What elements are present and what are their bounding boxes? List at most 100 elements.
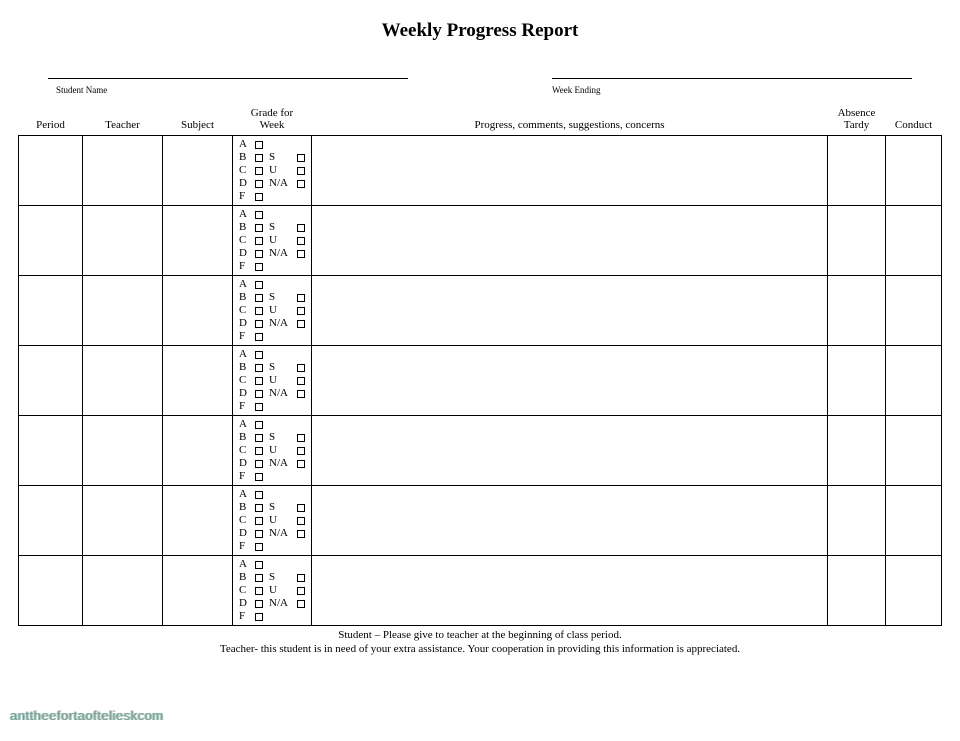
checkbox-icon[interactable] [255, 421, 263, 429]
cell-progress[interactable] [312, 346, 828, 416]
cell-period[interactable] [19, 136, 83, 206]
cell-subject[interactable] [163, 556, 233, 626]
cell-progress[interactable] [312, 206, 828, 276]
cell-period[interactable] [19, 416, 83, 486]
checkbox-icon[interactable] [297, 224, 305, 232]
cell-period[interactable] [19, 556, 83, 626]
checkbox-icon[interactable] [255, 473, 263, 481]
checkbox-icon[interactable] [255, 333, 263, 341]
checkbox-icon[interactable] [255, 237, 263, 245]
checkbox-icon[interactable] [297, 434, 305, 442]
checkbox-icon[interactable] [255, 263, 263, 271]
checkbox-icon[interactable] [255, 574, 263, 582]
checkbox-icon[interactable] [255, 351, 263, 359]
cell-absence[interactable] [828, 346, 886, 416]
checkbox-icon[interactable] [297, 390, 305, 398]
checkbox-icon[interactable] [255, 390, 263, 398]
cell-conduct[interactable] [886, 486, 942, 556]
checkbox-icon[interactable] [255, 587, 263, 595]
cell-teacher[interactable] [83, 276, 163, 346]
checkbox-icon[interactable] [255, 307, 263, 315]
checkbox-icon[interactable] [255, 543, 263, 551]
checkbox-icon[interactable] [297, 307, 305, 315]
checkbox-icon[interactable] [297, 517, 305, 525]
cell-progress[interactable] [312, 486, 828, 556]
checkbox-icon[interactable] [297, 364, 305, 372]
student-name-line[interactable] [48, 64, 408, 79]
cell-subject[interactable] [163, 416, 233, 486]
checkbox-icon[interactable] [255, 447, 263, 455]
cell-teacher[interactable] [83, 486, 163, 556]
cell-subject[interactable] [163, 486, 233, 556]
checkbox-icon[interactable] [255, 434, 263, 442]
cell-conduct[interactable] [886, 416, 942, 486]
checkbox-icon[interactable] [255, 294, 263, 302]
cell-period[interactable] [19, 486, 83, 556]
checkbox-icon[interactable] [255, 561, 263, 569]
checkbox-icon[interactable] [297, 377, 305, 385]
cell-progress[interactable] [312, 556, 828, 626]
checkbox-icon[interactable] [255, 364, 263, 372]
checkbox-icon[interactable] [297, 294, 305, 302]
checkbox-icon[interactable] [255, 491, 263, 499]
cell-progress[interactable] [312, 276, 828, 346]
checkbox-icon[interactable] [297, 460, 305, 468]
checkbox-icon[interactable] [255, 281, 263, 289]
checkbox-icon[interactable] [255, 250, 263, 258]
cell-subject[interactable] [163, 346, 233, 416]
checkbox-icon[interactable] [297, 154, 305, 162]
checkbox-icon[interactable] [255, 193, 263, 201]
cell-teacher[interactable] [83, 346, 163, 416]
checkbox-icon[interactable] [255, 167, 263, 175]
cell-absence[interactable] [828, 136, 886, 206]
checkbox-icon[interactable] [297, 180, 305, 188]
cell-conduct[interactable] [886, 276, 942, 346]
cell-subject[interactable] [163, 136, 233, 206]
cell-conduct[interactable] [886, 136, 942, 206]
checkbox-icon[interactable] [297, 600, 305, 608]
cell-teacher[interactable] [83, 206, 163, 276]
checkbox-icon[interactable] [255, 460, 263, 468]
cell-progress[interactable] [312, 136, 828, 206]
checkbox-icon[interactable] [255, 154, 263, 162]
cell-conduct[interactable] [886, 556, 942, 626]
checkbox-icon[interactable] [255, 530, 263, 538]
checkbox-icon[interactable] [255, 180, 263, 188]
checkbox-icon[interactable] [297, 574, 305, 582]
cell-progress[interactable] [312, 416, 828, 486]
cell-teacher[interactable] [83, 136, 163, 206]
cell-absence[interactable] [828, 416, 886, 486]
checkbox-icon[interactable] [297, 167, 305, 175]
cell-teacher[interactable] [83, 556, 163, 626]
cell-absence[interactable] [828, 486, 886, 556]
checkbox-icon[interactable] [297, 530, 305, 538]
cell-subject[interactable] [163, 206, 233, 276]
checkbox-icon[interactable] [255, 517, 263, 525]
cell-teacher[interactable] [83, 416, 163, 486]
checkbox-icon[interactable] [255, 320, 263, 328]
cell-conduct[interactable] [886, 206, 942, 276]
checkbox-icon[interactable] [255, 613, 263, 621]
checkbox-icon[interactable] [297, 250, 305, 258]
cell-absence[interactable] [828, 556, 886, 626]
cell-subject[interactable] [163, 276, 233, 346]
checkbox-icon[interactable] [297, 587, 305, 595]
cell-period[interactable] [19, 206, 83, 276]
cell-period[interactable] [19, 346, 83, 416]
checkbox-icon[interactable] [297, 447, 305, 455]
checkbox-icon[interactable] [255, 504, 263, 512]
checkbox-icon[interactable] [297, 237, 305, 245]
checkbox-icon[interactable] [255, 211, 263, 219]
checkbox-icon[interactable] [255, 403, 263, 411]
checkbox-icon[interactable] [255, 141, 263, 149]
checkbox-icon[interactable] [255, 377, 263, 385]
checkbox-icon[interactable] [297, 320, 305, 328]
cell-absence[interactable] [828, 276, 886, 346]
checkbox-icon[interactable] [297, 504, 305, 512]
cell-absence[interactable] [828, 206, 886, 276]
cell-conduct[interactable] [886, 346, 942, 416]
cell-period[interactable] [19, 276, 83, 346]
checkbox-icon[interactable] [255, 600, 263, 608]
week-ending-line[interactable] [552, 64, 912, 79]
checkbox-icon[interactable] [255, 224, 263, 232]
